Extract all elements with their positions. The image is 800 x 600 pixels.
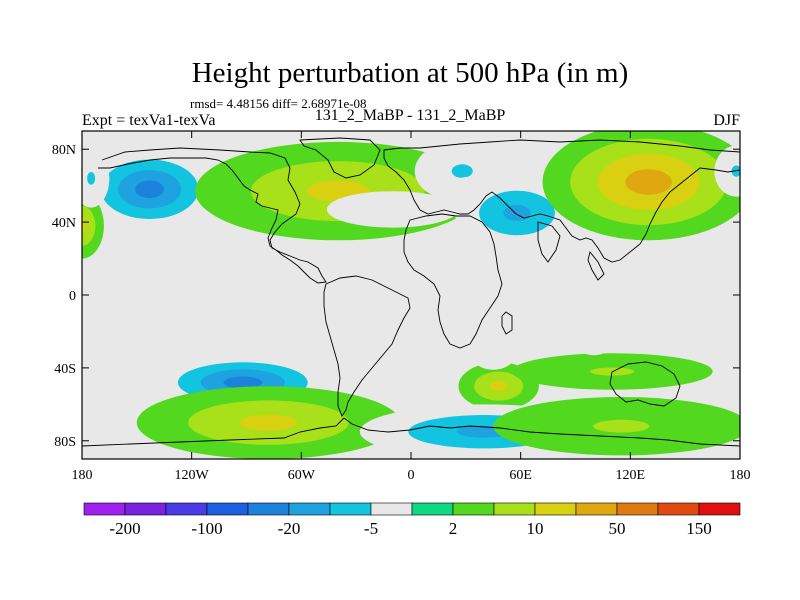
center-label: 131_2_MaBP - 131_2_MaBP (315, 107, 506, 124)
coastline-south-america (323, 275, 411, 417)
colorbar-swatch-3 (165, 502, 208, 516)
anomaly-12-band-4 (223, 376, 263, 389)
anomaly-3 (82, 149, 110, 208)
anomaly-6-band-2 (451, 164, 473, 178)
coastline-southeast-asia (587, 251, 605, 281)
anomaly-1-band-4 (135, 180, 165, 199)
colorbar-label-4: -5 (364, 519, 378, 538)
y-tick-label-2: 40N (52, 216, 76, 231)
coastline-india (537, 221, 561, 263)
colorbar-label-8: 150 (686, 519, 712, 538)
right-label: DJF (713, 112, 740, 129)
anomaly-10 (542, 131, 740, 241)
colorbar-label-1: -200 (109, 519, 140, 538)
anomaly-13-band-3 (239, 414, 298, 431)
anomaly-10-band-4 (625, 169, 672, 195)
coastline-africa (403, 213, 503, 349)
chart-title: Height perturbation at 500 hPa (in m) (192, 57, 629, 89)
x-tick-label-6: 120E (616, 468, 646, 483)
x-tick-label-4: 0 (408, 468, 415, 483)
colorbar: -200 -100 -20 -5 2 10 50 150 (83, 502, 741, 538)
y-tick-label-5: 80S (54, 435, 76, 450)
colorbar-swatch-1 (83, 502, 126, 516)
x-axis: 180 120W 60W 0 60E 120E 180 (72, 131, 751, 483)
anomaly-contours (82, 131, 740, 459)
x-tick-label-7: 180 (730, 468, 751, 483)
colorbar-swatch-7 (329, 502, 372, 516)
coastline-eurasia (383, 139, 740, 263)
anomaly-9-band-3 (503, 205, 531, 221)
left-label: Expt = texVa1-texVa (82, 112, 215, 129)
colorbar-swatch-11 (493, 502, 536, 516)
anomaly-15-band-3 (489, 380, 508, 392)
anomaly-5 (326, 191, 459, 228)
colorbar-swatch-4 (206, 502, 249, 516)
colorbar-label-5: 2 (449, 519, 458, 538)
colorbar-swatch-16 (698, 502, 741, 516)
colorbar-swatch-10 (452, 502, 495, 516)
y-tick-label-1: 80N (52, 143, 76, 158)
coastlines (82, 137, 740, 447)
anomaly-16 (471, 340, 516, 370)
plot-area (82, 131, 740, 459)
anomaly-14 (127, 347, 139, 359)
x-tick-label-5: 60E (509, 468, 532, 483)
anomaly-20-band-1 (575, 329, 613, 356)
anomaly-2 (82, 193, 104, 259)
anomaly-3-band-2 (87, 172, 96, 185)
coastline-north-america (98, 147, 327, 284)
anomaly-3-band-1 (82, 149, 110, 208)
y-axis: 80N 40N 0 40S 80S (52, 143, 740, 450)
x-tick-label-2: 120W (175, 468, 210, 483)
colorbar-swatch-6 (288, 502, 331, 516)
colorbar-swatch-14 (616, 502, 659, 516)
anomaly-13 (136, 386, 400, 459)
coastline-greenland (299, 137, 381, 179)
anomaly-15 (458, 362, 539, 410)
colorbar-label-7: 50 (609, 519, 626, 538)
colorbar-swatch-2 (124, 502, 167, 516)
coastline-antarctica (82, 417, 740, 447)
anomaly-2-band-2 (82, 205, 96, 246)
anomaly-20 (575, 329, 613, 356)
anomaly-11-band-1 (714, 145, 740, 197)
anomaly-16-band-1 (471, 340, 516, 370)
chart-subtitle: rmsd= 4.48156 diff= 2.68971e-08 (190, 96, 367, 111)
x-tick-label-3: 60W (288, 468, 316, 483)
colorbar-swatch-15 (657, 502, 700, 516)
colorbar-swatch-13 (575, 502, 618, 516)
colorbar-swatch-8 (370, 502, 413, 516)
colorbar-label-3: -20 (278, 519, 301, 538)
y-tick-label-3: 0 (69, 289, 76, 304)
colorbar-label-6: 10 (527, 519, 544, 538)
anomaly-19 (493, 397, 740, 456)
colorbar-swatch-12 (534, 502, 577, 516)
colorbar-swatch-5 (247, 502, 290, 516)
colorbar-label-2: -100 (191, 519, 222, 538)
x-tick-label-1: 180 (72, 468, 93, 483)
coastline-madagascar (501, 311, 513, 335)
coastline-australia (609, 361, 681, 407)
colorbar-swatch-9 (411, 502, 454, 516)
anomaly-5-band-1 (326, 191, 459, 228)
y-tick-label-4: 40S (54, 362, 76, 377)
anomaly-19-band-2 (593, 419, 650, 433)
anomaly-1 (83, 149, 216, 230)
anomaly-14-band-1 (127, 347, 139, 359)
